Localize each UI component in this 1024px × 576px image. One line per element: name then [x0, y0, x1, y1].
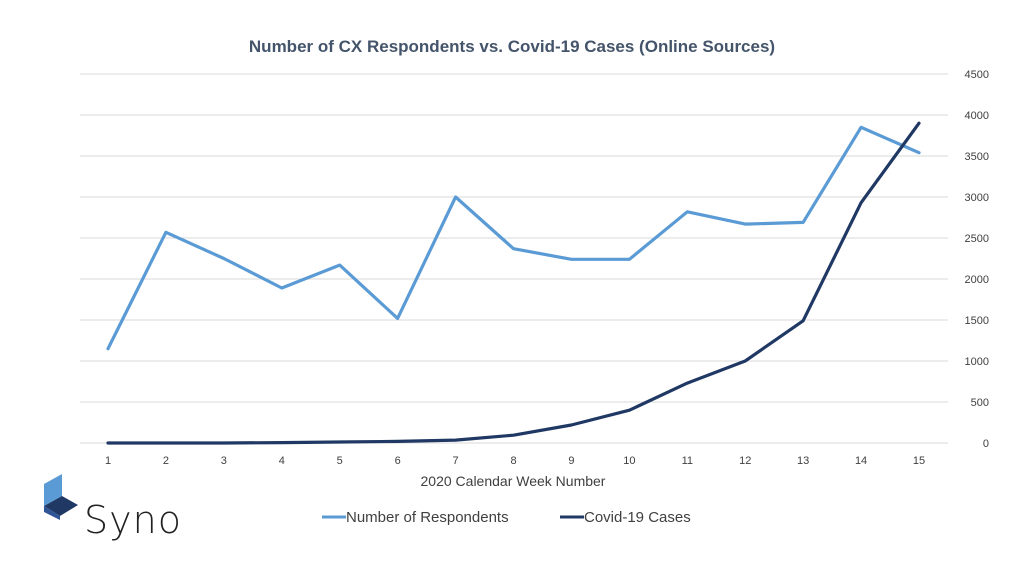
syno-logo: Syno	[44, 474, 182, 542]
legend-label-covid-cases: Covid-19 Cases	[584, 509, 691, 526]
y-tick-label: 4000	[965, 110, 989, 122]
cube-logo-icon	[44, 474, 78, 520]
x-axis-label: 2020 Calendar Week Number	[421, 473, 606, 489]
y-tick-label: 4500	[965, 69, 989, 81]
series-lines	[106, 121, 921, 445]
legend: Number of Respondents Covid-19 Cases	[322, 509, 691, 526]
x-axis-ticks: 1 2 3 4 5 6 7 8 9 10 11 12 13 14 15	[105, 455, 925, 467]
x-tick-label: 12	[739, 455, 751, 467]
x-tick-label: 3	[221, 455, 227, 467]
series-line-covid-cases	[106, 121, 921, 445]
x-tick-label: 7	[453, 455, 459, 467]
x-tick-label: 4	[279, 455, 285, 467]
x-tick-label: 13	[797, 455, 809, 467]
x-tick-label: 5	[337, 455, 343, 467]
x-tick-label: 1	[105, 455, 111, 467]
x-tick-label: 14	[855, 455, 867, 467]
x-tick-label: 10	[623, 455, 635, 467]
x-tick-label: 2	[163, 455, 169, 467]
x-tick-label: 8	[510, 455, 516, 467]
y-tick-label: 1000	[965, 356, 989, 368]
y-tick-label: 1500	[965, 315, 989, 327]
y-tick-label: 3500	[965, 151, 989, 163]
x-tick-label: 11	[682, 455, 693, 467]
brand-name: Syno	[84, 498, 182, 542]
gridlines	[80, 73, 948, 444]
y-tick-label: 3000	[965, 192, 989, 204]
series-line-respondents	[106, 125, 921, 351]
y-tick-label: 2000	[965, 274, 989, 286]
y-tick-label: 2500	[965, 233, 989, 245]
y-tick-label: 0	[983, 438, 989, 450]
legend-label-respondents: Number of Respondents	[346, 509, 509, 526]
chart-title: Number of CX Respondents vs. Covid-19 Ca…	[249, 37, 775, 56]
y-axis-ticks: 0 500 1000 1500 2000 2500 3000 3500 4000 4500	[965, 69, 989, 450]
x-tick-label: 9	[568, 455, 574, 467]
y-tick-label: 500	[971, 397, 989, 409]
x-tick-label: 15	[913, 455, 925, 467]
x-tick-label: 6	[395, 455, 401, 467]
